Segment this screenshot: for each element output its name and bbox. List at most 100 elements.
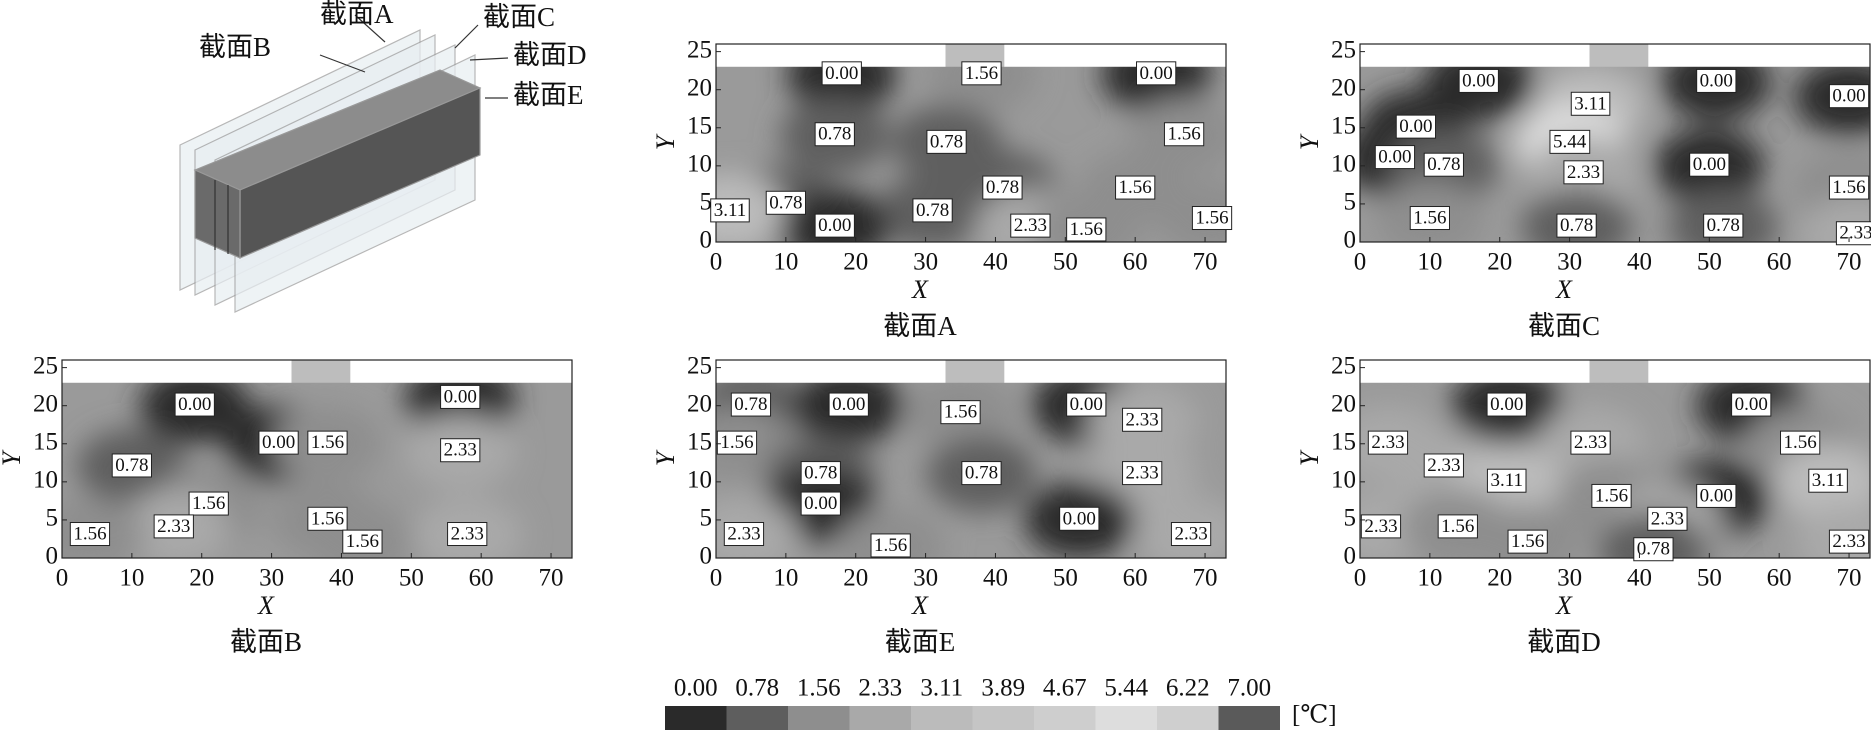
contour-label-box <box>961 461 1002 486</box>
y-tick-label: 25 <box>687 36 712 63</box>
x-tick-label: 20 <box>843 249 868 276</box>
contour-label: 0.78 <box>804 463 837 484</box>
colorbar-label: 1.56 <box>797 675 841 702</box>
schematic <box>179 14 509 313</box>
y-axis-label: Y <box>1295 133 1324 150</box>
contour-label-box <box>1570 91 1611 116</box>
colorbar-swatch <box>1034 706 1096 730</box>
contour-label-box <box>1486 468 1527 493</box>
panel-title: 截面D <box>1527 627 1601 657</box>
contour-label: 0.00 <box>1399 116 1432 137</box>
contour-label: 0.00 <box>1378 147 1411 168</box>
contour-label: 1.56 <box>1511 531 1544 552</box>
x-tick-label: 70 <box>1193 565 1218 592</box>
x-tick-label: 70 <box>1837 249 1862 276</box>
leader <box>454 24 479 49</box>
colorbar-swatch <box>911 706 973 730</box>
y-tick-label: 10 <box>687 151 712 178</box>
x-tick-label: 10 <box>119 565 144 592</box>
colorbar-swatch <box>849 706 911 730</box>
x-tick-label: 0 <box>710 565 723 592</box>
contour-label-box <box>447 522 488 547</box>
x-tick-label: 20 <box>1487 565 1512 592</box>
y-tick-label: 0 <box>46 543 59 570</box>
contour-label-box <box>1633 537 1674 562</box>
contour-label-box <box>1591 483 1632 508</box>
colorbar-label: 0.00 <box>674 675 718 702</box>
y-tick-label: 10 <box>687 467 712 494</box>
contour-label: 3.11 <box>1574 93 1607 114</box>
temperature-region <box>835 508 946 558</box>
colorbar-swatch <box>972 706 1034 730</box>
contour-label: 0.00 <box>1140 63 1173 84</box>
contour-label-box <box>1066 217 1107 242</box>
domain-cutout <box>716 360 946 383</box>
section-label: 截面C <box>483 2 555 32</box>
x-tick-label: 0 <box>710 249 723 276</box>
colorbar-label: 5.44 <box>1104 675 1148 702</box>
contour-label: 0.00 <box>1700 70 1733 91</box>
contour-label-box <box>926 129 967 154</box>
contour-label-box <box>765 190 806 215</box>
contour-label: 1.56 <box>1070 219 1103 240</box>
contour-label: 0.78 <box>916 200 949 221</box>
x-tick-label: 50 <box>1697 565 1722 592</box>
y-tick-label: 15 <box>1331 113 1356 140</box>
contour-label-box <box>1360 514 1402 539</box>
contour-label: 3.11 <box>1490 470 1523 491</box>
colorbar-swatch <box>665 706 727 730</box>
contour-label-box <box>800 491 841 516</box>
contour-label: 1.56 <box>192 493 225 514</box>
domain-cutout <box>350 360 572 383</box>
colorbar-label: 7.00 <box>1227 675 1271 702</box>
leader <box>354 14 386 43</box>
contour-label: 0.78 <box>1637 539 1670 560</box>
contour-label: 2.33 <box>444 440 477 461</box>
contour-label: 2.33 <box>157 516 190 537</box>
contour-label-box <box>1423 152 1464 177</box>
x-tick-label: 60 <box>469 565 494 592</box>
contour-label-box <box>730 392 772 417</box>
contour-label-box <box>716 430 758 455</box>
contour-label: 2.33 <box>1574 432 1607 453</box>
y-tick-label: 25 <box>33 352 58 379</box>
colorbar-swatch <box>1157 706 1219 730</box>
contour-label: 1.56 <box>1167 124 1200 145</box>
contour-label: 2.33 <box>1651 508 1684 529</box>
contour-panel: 0.00 0.000.00 1.56 2.330.781.561.562.331.56… <box>0 352 573 657</box>
contour-label-box <box>1170 522 1212 547</box>
contour-label: 0.00 <box>1462 70 1495 91</box>
contour-label-box <box>1191 206 1233 231</box>
x-tick-label: 10 <box>773 565 798 592</box>
contour-label: 0.78 <box>818 124 851 145</box>
contour-label: 1.56 <box>1441 516 1474 537</box>
contour-panel: 0.00 0.00 2.33 2.33 1.56 2.33 3.11 3.11 1.56 0.00… <box>1295 352 1871 657</box>
contour-label-box <box>1115 175 1156 200</box>
x-tick-label: 0 <box>1354 249 1367 276</box>
section-label: 截面B <box>199 32 271 62</box>
contour-label: 2.33 <box>451 524 484 545</box>
x-tick-label: 0 <box>56 565 69 592</box>
y-tick-label: 0 <box>1344 227 1357 254</box>
x-tick-label: 70 <box>1193 249 1218 276</box>
contour-label: 2.33 <box>1371 432 1404 453</box>
x-tick-label: 20 <box>1487 249 1512 276</box>
contour-label: 0.78 <box>1427 154 1460 175</box>
x-tick-label: 10 <box>1417 249 1442 276</box>
contour-label: 2.33 <box>1126 409 1159 430</box>
contour-label: 0.00 <box>832 394 865 415</box>
panel-title: 截面B <box>230 627 302 657</box>
x-tick-label: 50 <box>1697 249 1722 276</box>
contour-label: 2.33 <box>1427 455 1460 476</box>
contour-label: 2.33 <box>1839 223 1871 244</box>
contour-label-box <box>1409 206 1450 231</box>
colorbar-label: 4.67 <box>1043 675 1087 702</box>
x-tick-label: 50 <box>1053 249 1078 276</box>
contour-label: 0.78 <box>930 131 963 152</box>
plot-frame <box>1359 43 1871 243</box>
contour-label-box <box>940 400 981 425</box>
contour-label: 0.00 <box>1735 394 1768 415</box>
panel-title: 截面A <box>883 311 957 341</box>
contour-label-box <box>1828 175 1870 200</box>
